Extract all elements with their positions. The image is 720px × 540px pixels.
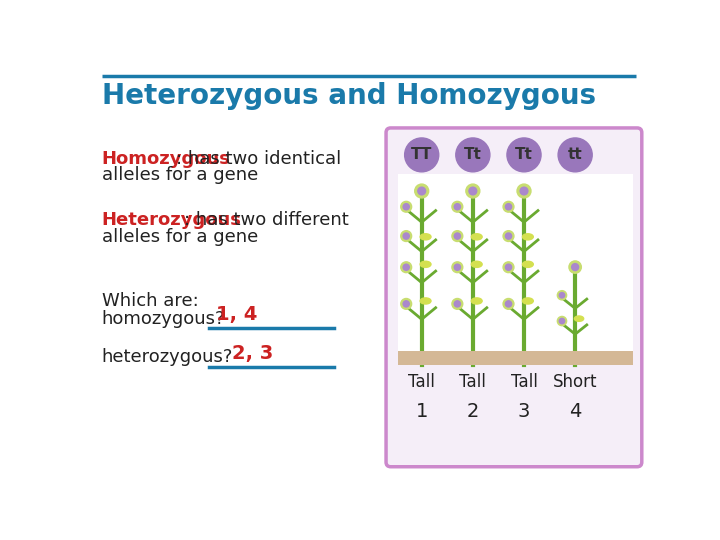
Text: Tall: Tall <box>459 373 486 391</box>
Circle shape <box>454 264 461 271</box>
Text: alleles for a gene: alleles for a gene <box>102 228 258 246</box>
Text: 1: 1 <box>415 402 428 421</box>
Circle shape <box>415 184 428 198</box>
Text: Tall: Tall <box>408 373 435 391</box>
Text: alleles for a gene: alleles for a gene <box>102 166 258 185</box>
Text: Which are:: Which are: <box>102 292 199 310</box>
Circle shape <box>466 184 480 198</box>
Ellipse shape <box>472 234 482 240</box>
Circle shape <box>559 293 564 298</box>
Ellipse shape <box>420 234 431 240</box>
Circle shape <box>456 138 490 172</box>
Circle shape <box>401 299 412 309</box>
Ellipse shape <box>472 261 482 267</box>
Circle shape <box>452 231 463 241</box>
Text: Short: Short <box>553 373 598 391</box>
Circle shape <box>558 138 593 172</box>
Circle shape <box>403 233 409 239</box>
Circle shape <box>418 187 426 195</box>
Text: : has two different: : has two different <box>184 211 348 229</box>
Text: 2, 3: 2, 3 <box>232 343 273 362</box>
Text: 4: 4 <box>569 402 581 421</box>
Ellipse shape <box>575 316 584 321</box>
Circle shape <box>452 201 463 212</box>
Bar <box>398 174 632 365</box>
Circle shape <box>505 204 512 210</box>
Circle shape <box>505 301 512 307</box>
Text: Tt: Tt <box>515 147 533 163</box>
Text: 1, 4: 1, 4 <box>216 305 258 324</box>
Text: Heterozygous and Homozygous: Heterozygous and Homozygous <box>102 82 595 110</box>
Circle shape <box>401 201 412 212</box>
Ellipse shape <box>472 298 482 304</box>
Circle shape <box>403 301 409 307</box>
Circle shape <box>452 299 463 309</box>
Circle shape <box>401 231 412 241</box>
Circle shape <box>505 264 512 271</box>
Circle shape <box>405 138 438 172</box>
Circle shape <box>503 299 514 309</box>
Circle shape <box>401 262 412 273</box>
Circle shape <box>520 187 528 195</box>
FancyBboxPatch shape <box>386 128 642 467</box>
Text: Tt: Tt <box>464 147 482 163</box>
Circle shape <box>557 316 567 326</box>
Circle shape <box>505 233 512 239</box>
Circle shape <box>572 264 579 271</box>
Circle shape <box>503 231 514 241</box>
Text: tt: tt <box>568 147 582 163</box>
Circle shape <box>503 201 514 212</box>
Text: 2: 2 <box>467 402 479 421</box>
Circle shape <box>452 262 463 273</box>
Circle shape <box>403 264 409 271</box>
Ellipse shape <box>420 298 431 304</box>
Circle shape <box>403 204 409 210</box>
Circle shape <box>559 319 564 324</box>
Circle shape <box>507 138 541 172</box>
Circle shape <box>454 301 461 307</box>
Circle shape <box>469 187 477 195</box>
Text: TT: TT <box>411 147 433 163</box>
Ellipse shape <box>420 261 431 267</box>
Text: Heterozygous: Heterozygous <box>102 211 241 229</box>
Text: : has two identical: : has two identical <box>176 150 341 167</box>
Text: homozygous?: homozygous? <box>102 309 225 328</box>
Circle shape <box>503 262 514 273</box>
Ellipse shape <box>523 234 534 240</box>
Bar <box>398 351 632 365</box>
Ellipse shape <box>523 298 534 304</box>
Circle shape <box>454 233 461 239</box>
Text: 3: 3 <box>518 402 530 421</box>
Text: Homozygous: Homozygous <box>102 150 230 167</box>
Text: Tall: Tall <box>510 373 537 391</box>
Circle shape <box>557 291 567 300</box>
Circle shape <box>517 184 531 198</box>
Circle shape <box>454 204 461 210</box>
Circle shape <box>569 261 581 273</box>
Text: heterozygous?: heterozygous? <box>102 348 233 366</box>
Ellipse shape <box>523 261 534 267</box>
